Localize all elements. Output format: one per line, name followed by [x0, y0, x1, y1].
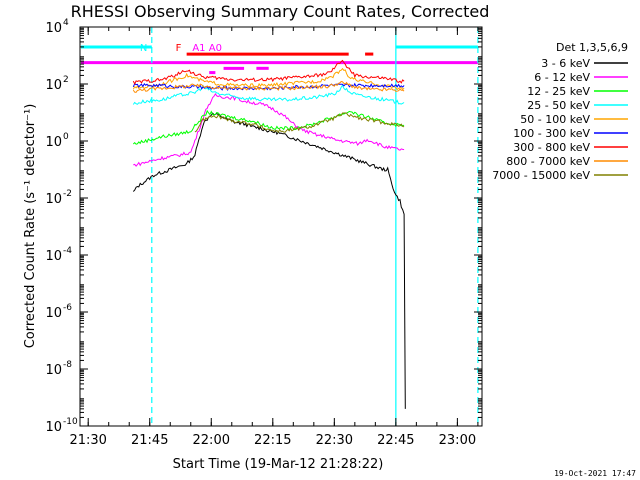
- y-tick-exp-5: 0: [63, 132, 69, 142]
- x-tick-label-1: 21:45: [131, 433, 168, 448]
- annotation-layer: N F A1 A0: [140, 43, 222, 54]
- series-line-6: [132, 59, 405, 86]
- series-line-7: [132, 80, 405, 93]
- bars-layer: [81, 45, 478, 75]
- footer-date: 19-Oct-2021 17:47: [554, 469, 636, 478]
- x-tick-label-6: 23:00: [439, 433, 476, 448]
- series-line-2: [132, 109, 405, 145]
- y-tick-exp-1: -8: [63, 360, 72, 370]
- y-tick-label-7: 10: [45, 21, 62, 36]
- plot-frame: [79, 26, 483, 427]
- y-tick-label-6: 10: [45, 78, 62, 93]
- y-tick-exp-0: -10: [63, 417, 78, 427]
- y-tick-label-5: 10: [45, 135, 62, 150]
- y-tick-exp-3: -4: [63, 246, 72, 256]
- x-tick-label-5: 22:45: [377, 433, 414, 448]
- annotation-a0: A0: [209, 43, 222, 54]
- legend-label-7: 800 - 7000 keV: [506, 155, 590, 168]
- y-tick-label-3: 10: [45, 249, 62, 264]
- x-tick-label-2: 22:00: [193, 433, 230, 448]
- y-tick-exp-7: 4: [63, 18, 69, 28]
- y-tick-label-4: 10: [45, 192, 62, 207]
- legend-label-5: 100 - 300 keV: [513, 127, 590, 140]
- series-line-1: [133, 92, 405, 167]
- x-tick-label-4: 22:30: [316, 433, 353, 448]
- legend-label-2: 12 - 25 keV: [527, 85, 590, 98]
- y-tick-label-0: 10: [45, 420, 62, 435]
- annotation-f: F: [176, 43, 182, 54]
- series-line-3: [132, 84, 405, 105]
- series-layer: [132, 59, 406, 409]
- y-tick-exp-2: -6: [63, 303, 72, 313]
- legend-label-1: 6 - 12 keV: [534, 71, 590, 84]
- y-tick-label-1: 10: [45, 363, 62, 378]
- legend-title: Det 1,3,5,6,9: [556, 41, 628, 54]
- night-layer: [151, 27, 479, 426]
- y-tick-exp-6: 2: [63, 75, 69, 85]
- annotation-a1: A1: [192, 43, 205, 54]
- legend-label-8: 7000 - 15000 keV: [492, 169, 590, 182]
- x-tick-label-0: 21:30: [69, 433, 106, 448]
- legend-label-4: 50 - 100 keV: [520, 113, 590, 126]
- y-tick-exp-4: -2: [63, 189, 72, 199]
- x-tick-label-3: 22:15: [254, 433, 291, 448]
- legend-label-3: 25 - 50 keV: [527, 99, 590, 112]
- series-line-8: [194, 112, 405, 134]
- legend-label-0: 3 - 6 keV: [541, 57, 590, 70]
- annotation-n: N: [140, 43, 147, 54]
- legend-label-6: 300 - 800 keV: [513, 141, 590, 154]
- x-axis-label: Start Time (19-Mar-12 21:28:22): [173, 457, 384, 472]
- y-tick-label-2: 10: [45, 306, 62, 321]
- y-axis-label: Corrected Count Rate (s⁻¹ detector⁻¹): [23, 104, 38, 349]
- chart-title: RHESSI Observing Summary Count Rates, Co…: [71, 2, 490, 21]
- series-line-5: [132, 82, 405, 92]
- series-line-0: [132, 112, 406, 409]
- series-line-4: [132, 67, 405, 91]
